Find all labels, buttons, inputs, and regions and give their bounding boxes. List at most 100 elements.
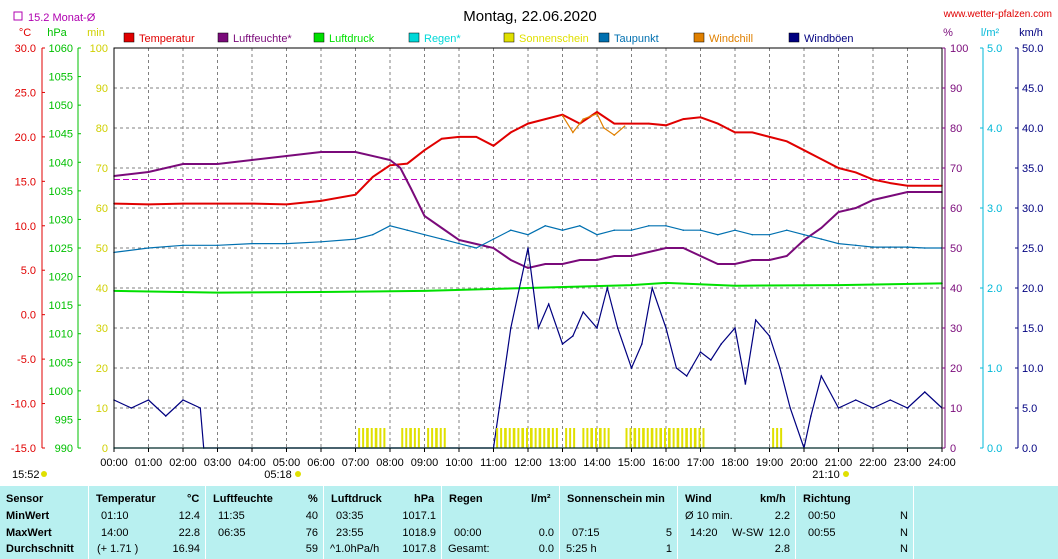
- minutes-axis-tick-label: 50: [96, 243, 108, 255]
- press-axis-tick-label: 1035: [49, 186, 73, 198]
- point-windb-en: [889, 399, 892, 401]
- point-luftfeuchte: [578, 259, 581, 261]
- clock-label: 15:52: [12, 469, 40, 481]
- sunshine-bar: [655, 428, 658, 448]
- point-taupunkt: [182, 244, 184, 247]
- point-windb-en: [641, 343, 643, 345]
- sunshine-bar: [668, 428, 671, 448]
- point-windb-en: [744, 383, 747, 385]
- point-luftdruck: [837, 284, 840, 286]
- point-luftfeuchte: [492, 247, 495, 249]
- point-luftfeuchte: [216, 163, 219, 165]
- sunshine-bar: [664, 428, 666, 448]
- sunshine-bar: [599, 428, 602, 448]
- unit-temp: °C: [19, 27, 31, 39]
- press-axis-tick-label: 995: [55, 414, 73, 426]
- wind-min-time: Ø 10 min.: [685, 510, 733, 522]
- press-trend: ^1.0hPa/h: [330, 543, 380, 555]
- stats-header-sensor: Sensor: [6, 493, 44, 505]
- sunshine-bar: [702, 428, 705, 448]
- point-luftfeuchte: [699, 255, 702, 257]
- point-temperatur: [734, 131, 736, 134]
- point-taupunkt: [682, 229, 685, 232]
- unit-wind: km/h: [1019, 27, 1043, 39]
- series-line-luftdruck: [113, 281, 943, 294]
- dir-min-value: N: [900, 510, 908, 522]
- temp-axis-tick-label: 15.0: [15, 176, 36, 188]
- point-taupunkt: [872, 246, 874, 248]
- point-temperatur: [423, 149, 426, 152]
- point-taupunkt: [544, 224, 547, 227]
- point-taupunkt: [216, 244, 219, 247]
- sunshine-bar: [772, 428, 775, 448]
- point-taupunkt: [716, 233, 719, 236]
- point-temperatur: [785, 140, 788, 143]
- point-windb-en: [768, 335, 771, 337]
- press-min-value: 1017.1: [402, 510, 436, 522]
- point-windb-en: [561, 343, 564, 345]
- wind-axis-tick-label: 5.0: [1022, 403, 1037, 415]
- point-luftfeuchte: [923, 191, 926, 193]
- x-axis-tick-label: 17:00: [687, 457, 715, 469]
- x-axis-tick-label: 13:00: [549, 457, 577, 469]
- point-temperatur: [872, 178, 874, 181]
- point-taupunkt: [509, 229, 512, 232]
- point-temperatur: [440, 137, 443, 140]
- point-taupunkt: [440, 238, 443, 240]
- point-taupunkt: [854, 244, 857, 247]
- legend-swatch: [408, 32, 420, 43]
- hum-avg-value: 59: [305, 543, 318, 555]
- point-luftfeuchte: [509, 259, 512, 261]
- point-luftfeuchte: [613, 255, 616, 257]
- point-taupunkt: [923, 247, 926, 249]
- wind-axis-tick-label: 15.0: [1022, 323, 1043, 335]
- sunshine-bar: [565, 428, 568, 448]
- sun-avg-value: 1: [665, 543, 672, 555]
- sunshine-bar: [603, 428, 606, 448]
- stats-header-rain-unit: l/m²: [531, 493, 551, 505]
- temp-min-value: 12.4: [178, 510, 200, 522]
- x-axis-tick-label: 20:00: [790, 457, 818, 469]
- point-windb-en: [699, 351, 702, 353]
- press-axis-tick-label: 1055: [49, 72, 73, 84]
- stats-header-press-unit: hPa: [414, 493, 435, 505]
- x-axis-tick-label: 15:00: [618, 457, 646, 469]
- sunshine-bar: [660, 428, 662, 448]
- hum-min-time: 11:35: [218, 510, 245, 522]
- minutes-axis-tick-label: 70: [96, 163, 108, 175]
- wind-axis-tick-label: 20.0: [1022, 283, 1043, 295]
- point-windb-en: [130, 407, 133, 409]
- point-taupunkt: [906, 246, 909, 248]
- temp-axis-tick-label: 0.0: [21, 310, 36, 322]
- press-axis-tick-label: 1045: [49, 129, 73, 141]
- point-luftfeuchte: [837, 211, 840, 213]
- stats-header-sun: Sonnenschein min: [567, 493, 665, 505]
- point-taupunkt: [371, 233, 374, 236]
- x-axis-tick-label: 05:00: [273, 457, 301, 469]
- point-luftfeuchte: [716, 263, 719, 265]
- unit-press: hPa: [47, 27, 67, 39]
- minutes-axis-tick-label: 10: [96, 403, 108, 415]
- point-temperatur: [389, 164, 391, 167]
- rain-total-value: 0.0: [538, 543, 554, 555]
- site-link[interactable]: www.wetter-pfalzen.com: [943, 9, 1052, 20]
- sunshine-bar: [698, 428, 701, 448]
- press-min-time: 03:35: [336, 510, 364, 522]
- point-temperatur: [647, 122, 650, 125]
- point-taupunkt: [647, 224, 650, 227]
- point-temperatur: [251, 202, 253, 205]
- sunshine-bar: [409, 428, 412, 448]
- x-axis-tick-label: 08:00: [376, 457, 404, 469]
- point-temperatur: [889, 182, 892, 184]
- point-temperatur: [458, 136, 460, 138]
- point-windb-en: [616, 327, 619, 329]
- row-label-min: MinWert: [6, 510, 50, 522]
- sunshine-bar: [677, 428, 680, 448]
- point-luftfeuchte: [682, 247, 685, 249]
- x-axis-tick-label: 07:00: [342, 457, 370, 469]
- point-temperatur: [596, 111, 598, 113]
- stats-col-wind: Wind km/h Ø 10 min. 2.2 14:20 W-SW 12.0 …: [677, 486, 796, 559]
- temp-max-value: 22.8: [178, 527, 200, 539]
- point-windb-en: [820, 375, 823, 377]
- stats-header-hum-unit: %: [308, 493, 318, 505]
